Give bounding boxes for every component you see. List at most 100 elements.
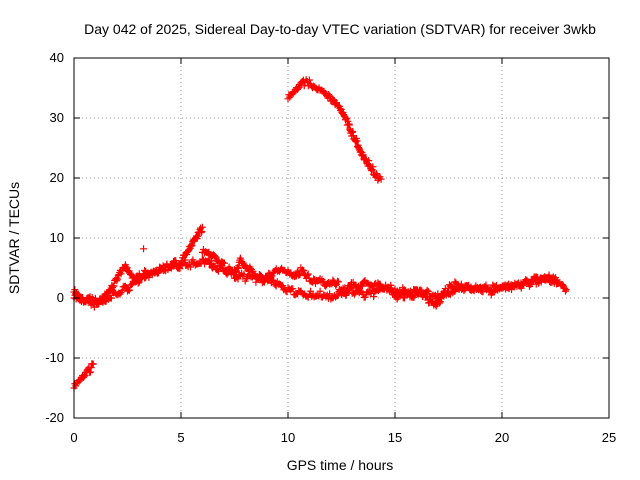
data-point [284, 95, 292, 103]
data-point [550, 275, 558, 283]
y-tick-label: 10 [50, 230, 64, 245]
data-point [422, 292, 430, 300]
data-point [334, 278, 342, 286]
data-point [110, 282, 118, 290]
data-point [268, 272, 276, 280]
chart-title: Day 042 of 2025, Sidereal Day-to-day VTE… [84, 21, 596, 37]
data-point [197, 228, 205, 236]
data-point [304, 293, 312, 301]
data-point [443, 290, 451, 298]
x-tick-label: 15 [388, 430, 402, 445]
data-point [387, 281, 395, 289]
data-point [294, 84, 302, 92]
data-point [451, 278, 459, 286]
data-point [107, 294, 115, 302]
data-point [296, 270, 304, 278]
data-point [187, 241, 195, 249]
data-point [289, 89, 297, 97]
data-point [75, 377, 83, 385]
data-point [187, 263, 195, 271]
data-point [561, 287, 569, 295]
data-point [423, 286, 431, 294]
data-point [460, 285, 468, 293]
data-point [424, 287, 432, 295]
data-point [359, 151, 367, 159]
x-tick-label: 20 [495, 430, 509, 445]
data-point [134, 279, 142, 287]
data-point [305, 76, 313, 84]
data-point [220, 259, 228, 267]
data-point [155, 268, 163, 276]
data-point [248, 268, 256, 276]
series-outlier [140, 245, 148, 253]
x-tick-label: 10 [281, 430, 295, 445]
data-point [369, 163, 377, 171]
data-point [198, 227, 206, 235]
x-tick-label: 25 [602, 430, 616, 445]
data-point [210, 252, 218, 260]
data-point [342, 291, 350, 299]
data-point [370, 293, 378, 301]
data-point [289, 285, 297, 293]
data-point [326, 290, 334, 298]
y-tick-label: 30 [50, 110, 64, 125]
y-tick-label: 20 [50, 170, 64, 185]
data-point [455, 284, 463, 292]
axis-ticks: 0 5 10 15 20 25 -20 -10 0 10 20 30 40 [45, 50, 616, 445]
data-point [367, 167, 375, 175]
data-point [534, 279, 542, 287]
data-point [320, 277, 328, 285]
x-tick-label: 0 [70, 430, 77, 445]
data-point [185, 246, 193, 254]
data-point [452, 279, 460, 287]
data-point [79, 293, 87, 301]
data-point [334, 292, 342, 300]
data-point [450, 283, 458, 291]
data-point [562, 286, 570, 294]
data-point [86, 369, 94, 377]
data-point [365, 161, 373, 169]
series-track-d [198, 245, 559, 310]
data-point [329, 95, 337, 103]
data-point [121, 282, 129, 290]
data-point [153, 269, 161, 277]
data-point [117, 270, 125, 278]
y-tick-label: -20 [45, 410, 64, 425]
data-point [343, 288, 351, 296]
data-point [304, 270, 312, 278]
data-point [86, 368, 94, 376]
y-tick-label: -10 [45, 350, 64, 365]
data-point [211, 253, 219, 261]
data-point [358, 282, 366, 290]
data-point [116, 290, 124, 298]
data-points [70, 76, 570, 392]
data-point [87, 364, 95, 372]
data-point [88, 298, 96, 306]
data-point [488, 287, 496, 295]
data-point [198, 223, 206, 231]
data-point [552, 274, 559, 282]
data-point [89, 360, 97, 368]
data-point [377, 175, 385, 183]
data-point [249, 267, 257, 275]
data-point [372, 170, 380, 178]
data-point [457, 280, 465, 288]
data-point [125, 286, 133, 294]
data-point [307, 287, 315, 295]
data-point [188, 242, 196, 250]
data-point [240, 270, 248, 278]
data-point [114, 275, 122, 283]
data-point [237, 256, 245, 264]
y-tick-label: 40 [50, 50, 64, 65]
data-point [365, 157, 373, 165]
data-point [267, 273, 275, 281]
x-axis-label: GPS time / hours [287, 457, 394, 473]
data-point [94, 301, 102, 309]
data-point [189, 256, 197, 264]
data-point [404, 288, 412, 296]
grid-lines [74, 58, 609, 418]
data-point [300, 267, 308, 275]
data-point [444, 289, 452, 297]
x-tick-label: 5 [177, 430, 184, 445]
